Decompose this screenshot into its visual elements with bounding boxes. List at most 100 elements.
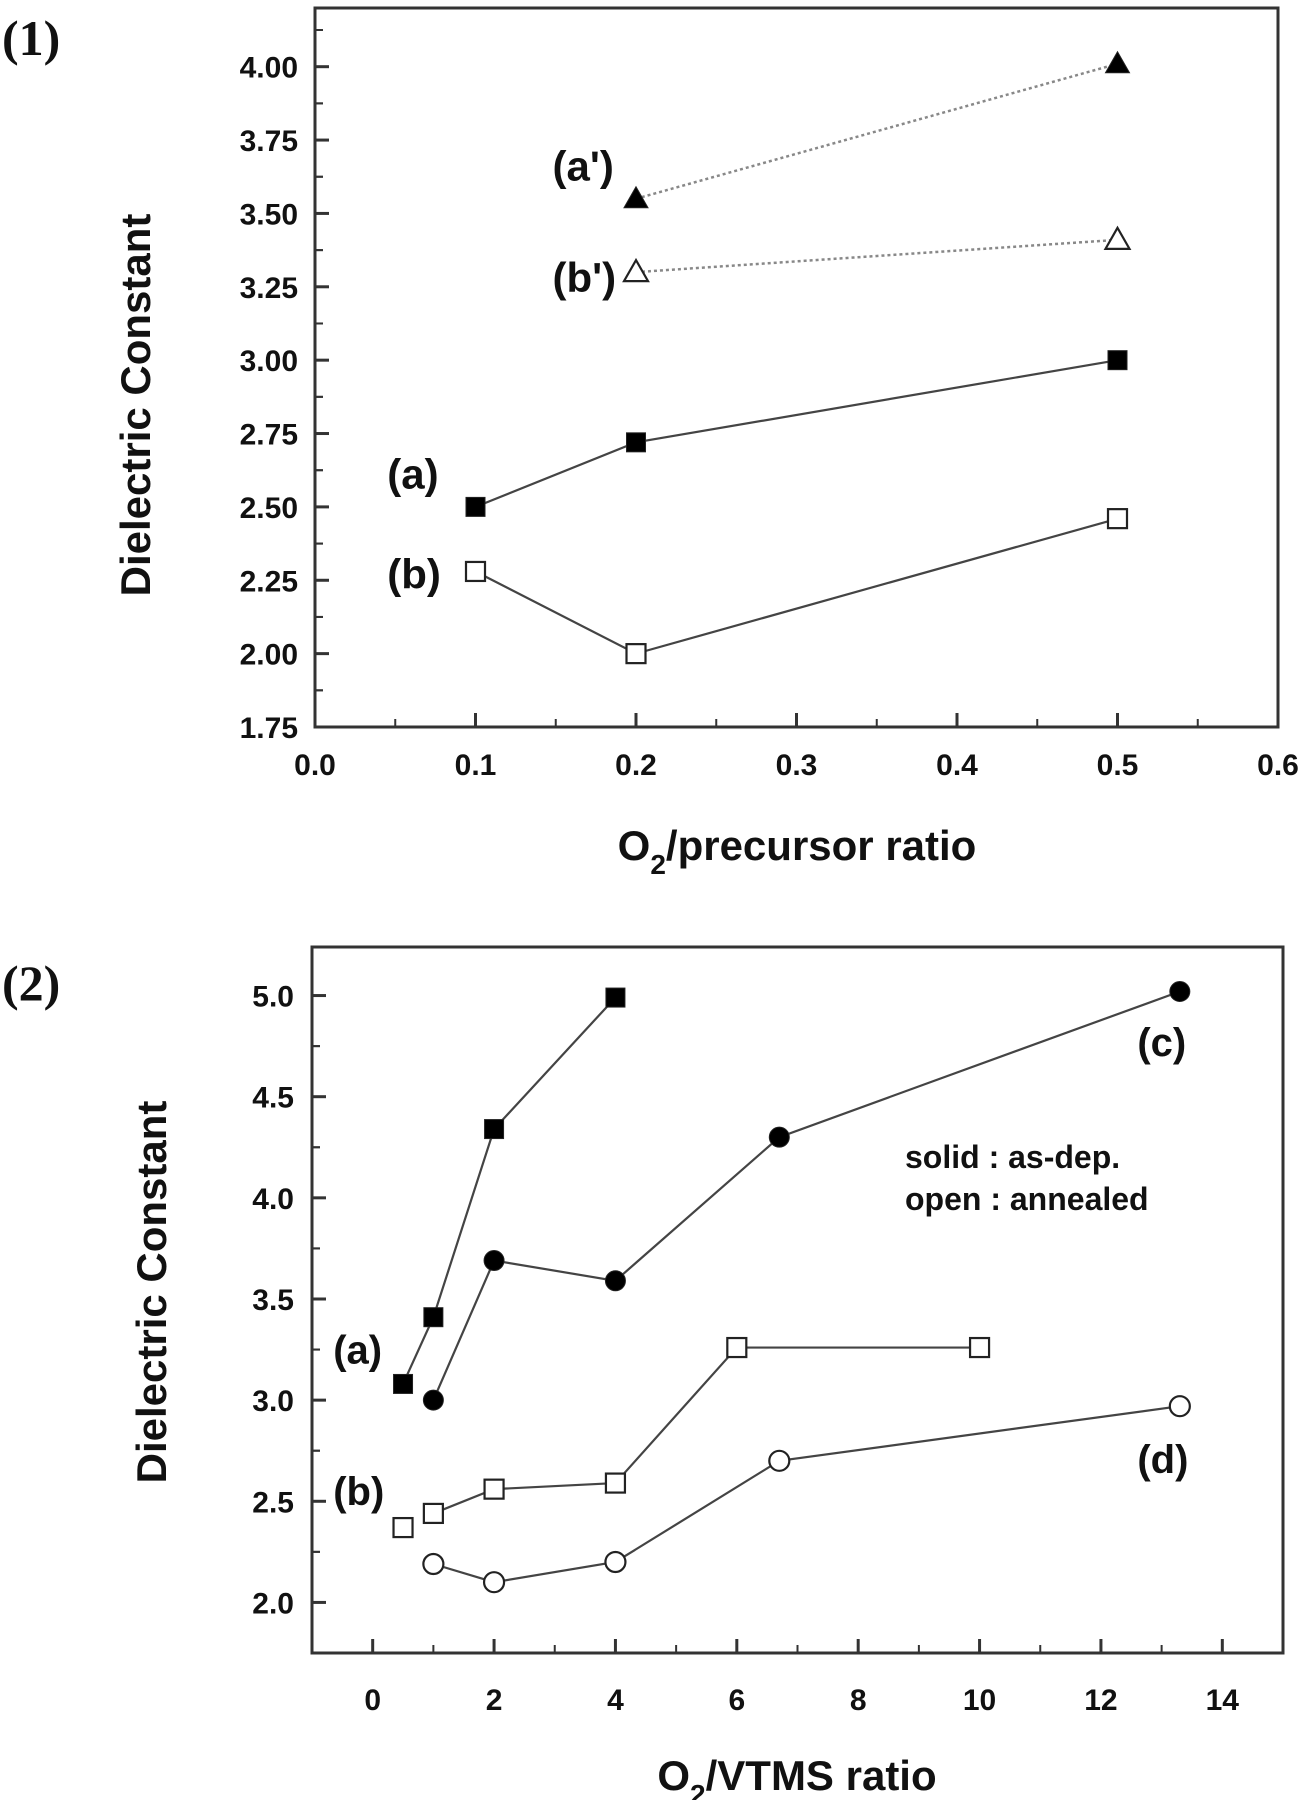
open-square-marker: [422, 1502, 444, 1525]
open-triangle-marker: [622, 257, 650, 283]
filled-circle-marker: [422, 1389, 444, 1411]
y-tick-label: 3.50: [240, 198, 298, 231]
x-tick-label: 0: [364, 1684, 381, 1717]
panel-1-dielectric-vs-o2-precursor: (1) Dielectric Constant O2/precursor rat…: [2, 6, 1299, 880]
panel-2-plot-area: 2.0 2.5 3.0 3.5 4.0 4.5 5.0 0 2 4 6 8 10 12 14 (a) (c) (b…: [252, 945, 1285, 1717]
filled-square-marker: [393, 1373, 414, 1394]
y-tick-label: 4.5: [252, 1082, 294, 1115]
series-label: (b'): [553, 254, 617, 301]
open-circle-marker: [422, 1552, 445, 1576]
series-line: [432, 1346, 980, 1515]
series-label: (c): [1137, 1021, 1186, 1065]
filled-square-marker: [626, 432, 646, 453]
open-circle-marker: [482, 1571, 506, 1594]
series-line: [635, 62, 1118, 200]
x-tick-label: 4: [607, 1684, 624, 1717]
series-b-open: (b): [387, 508, 1129, 665]
open-circle-marker: [604, 1550, 627, 1574]
series-line: [635, 238, 1118, 274]
y-tick-label: 5.0: [252, 981, 294, 1014]
series-a-solid: (a'): [553, 50, 1131, 209]
x-tick-label: 0.5: [1097, 749, 1139, 782]
series-label: (b): [333, 1470, 384, 1514]
y-tick-label: 2.50: [240, 492, 298, 525]
open-square-marker: [604, 1472, 627, 1494]
open-square-marker: [1106, 508, 1129, 530]
series-d-open: (d): [422, 1395, 1191, 1594]
y-tick-label: 3.5: [252, 1284, 294, 1317]
filled-triangle-marker: [1104, 50, 1131, 74]
panel-1-x-axis-label: O2/precursor ratio: [618, 822, 977, 880]
y-tick-label: 1.75: [240, 712, 298, 745]
open-square-marker: [392, 1516, 414, 1539]
x-tick-label: 0.2: [615, 749, 657, 782]
open-square-marker: [464, 560, 487, 583]
panel-2-tag: (2): [2, 955, 60, 1011]
y-tick-label: 2.25: [240, 565, 298, 598]
open-circle-marker: [1168, 1395, 1191, 1418]
series-label: (a): [387, 451, 438, 498]
y-tick-label: 2.00: [240, 639, 298, 672]
x-tick-label: 0.0: [294, 749, 336, 782]
y-tick-label: 2.5: [252, 1486, 294, 1519]
filled-circle-marker: [604, 1270, 626, 1292]
panel-1-y-axis-label: Dielectric Constant: [112, 214, 159, 597]
filled-square-marker: [1107, 350, 1128, 371]
filled-square-marker: [465, 496, 486, 517]
series-b-open: (b'): [553, 225, 1132, 301]
x-tick-label: 0.4: [936, 749, 978, 782]
filled-circle-marker: [483, 1250, 505, 1272]
filled-triangle-marker: [623, 185, 649, 209]
legend-note-solid: solid : as-dep.: [905, 1139, 1120, 1175]
series-line: [474, 517, 1118, 655]
open-triangle-marker: [1103, 225, 1132, 250]
filled-circle-marker: [768, 1126, 790, 1148]
y-tick-label: 3.0: [252, 1385, 294, 1418]
x-tick-label: 0.3: [776, 749, 818, 782]
x-tick-label: 10: [963, 1684, 996, 1717]
open-square-marker: [726, 1336, 748, 1359]
open-circle-marker: [768, 1449, 791, 1472]
x-tick-label: 8: [850, 1684, 867, 1717]
series-a-solid: (a): [333, 987, 626, 1394]
panel-2-y-axis-label: Dielectric Constant: [128, 1101, 175, 1484]
panel-1-plot-area: 1.75 2.00 2.25 2.50 2.75 3.00 3.25 3.50 3.75 4.00…: [240, 6, 1299, 782]
filled-square-marker: [423, 1307, 444, 1328]
series-line: [475, 359, 1118, 508]
legend-note-open: open : annealed: [905, 1181, 1149, 1217]
series-label: (d): [1137, 1438, 1188, 1482]
filled-square-marker: [605, 987, 626, 1008]
open-square-marker: [483, 1478, 505, 1500]
series-label: (b): [387, 550, 441, 597]
series-label: (a'): [553, 142, 614, 189]
panel-1-tag: (1): [2, 10, 60, 66]
y-tick-label: 2.75: [240, 419, 298, 452]
x-tick-label: 6: [728, 1684, 745, 1717]
y-tick-label: 2.0: [252, 1587, 294, 1620]
series-b-open: (b): [333, 1336, 991, 1539]
x-tick-label: 2: [486, 1684, 503, 1717]
y-tick-label: 4.0: [252, 1183, 294, 1216]
filled-circle-marker: [1169, 981, 1191, 1003]
y-tick-label: 4.00: [240, 52, 298, 85]
series-line: [402, 996, 617, 1385]
panel-2-dielectric-vs-o2-vtms: (2) Dielectric Constant O2/VTMS ratio so…: [2, 945, 1285, 1805]
x-tick-label: 12: [1084, 1684, 1117, 1717]
plot-frame: [313, 6, 1280, 729]
series-line: [433, 1405, 1180, 1584]
open-square-marker: [968, 1336, 991, 1359]
y-tick-label: 3.25: [240, 272, 298, 305]
x-tick-label: 0.6: [1257, 749, 1299, 782]
y-tick-label: 3.00: [240, 345, 298, 378]
panel-2-x-axis-label: O2/VTMS ratio: [657, 1752, 936, 1800]
filled-square-marker: [484, 1119, 505, 1140]
series-c-solid: (c): [422, 981, 1191, 1411]
x-tick-label: 0.1: [455, 749, 497, 782]
series-label: (a): [333, 1329, 382, 1373]
open-square-marker: [625, 643, 647, 665]
x-tick-label: 14: [1206, 1684, 1240, 1717]
series-a-solid: (a): [387, 350, 1128, 517]
y-tick-label: 3.75: [240, 125, 298, 158]
